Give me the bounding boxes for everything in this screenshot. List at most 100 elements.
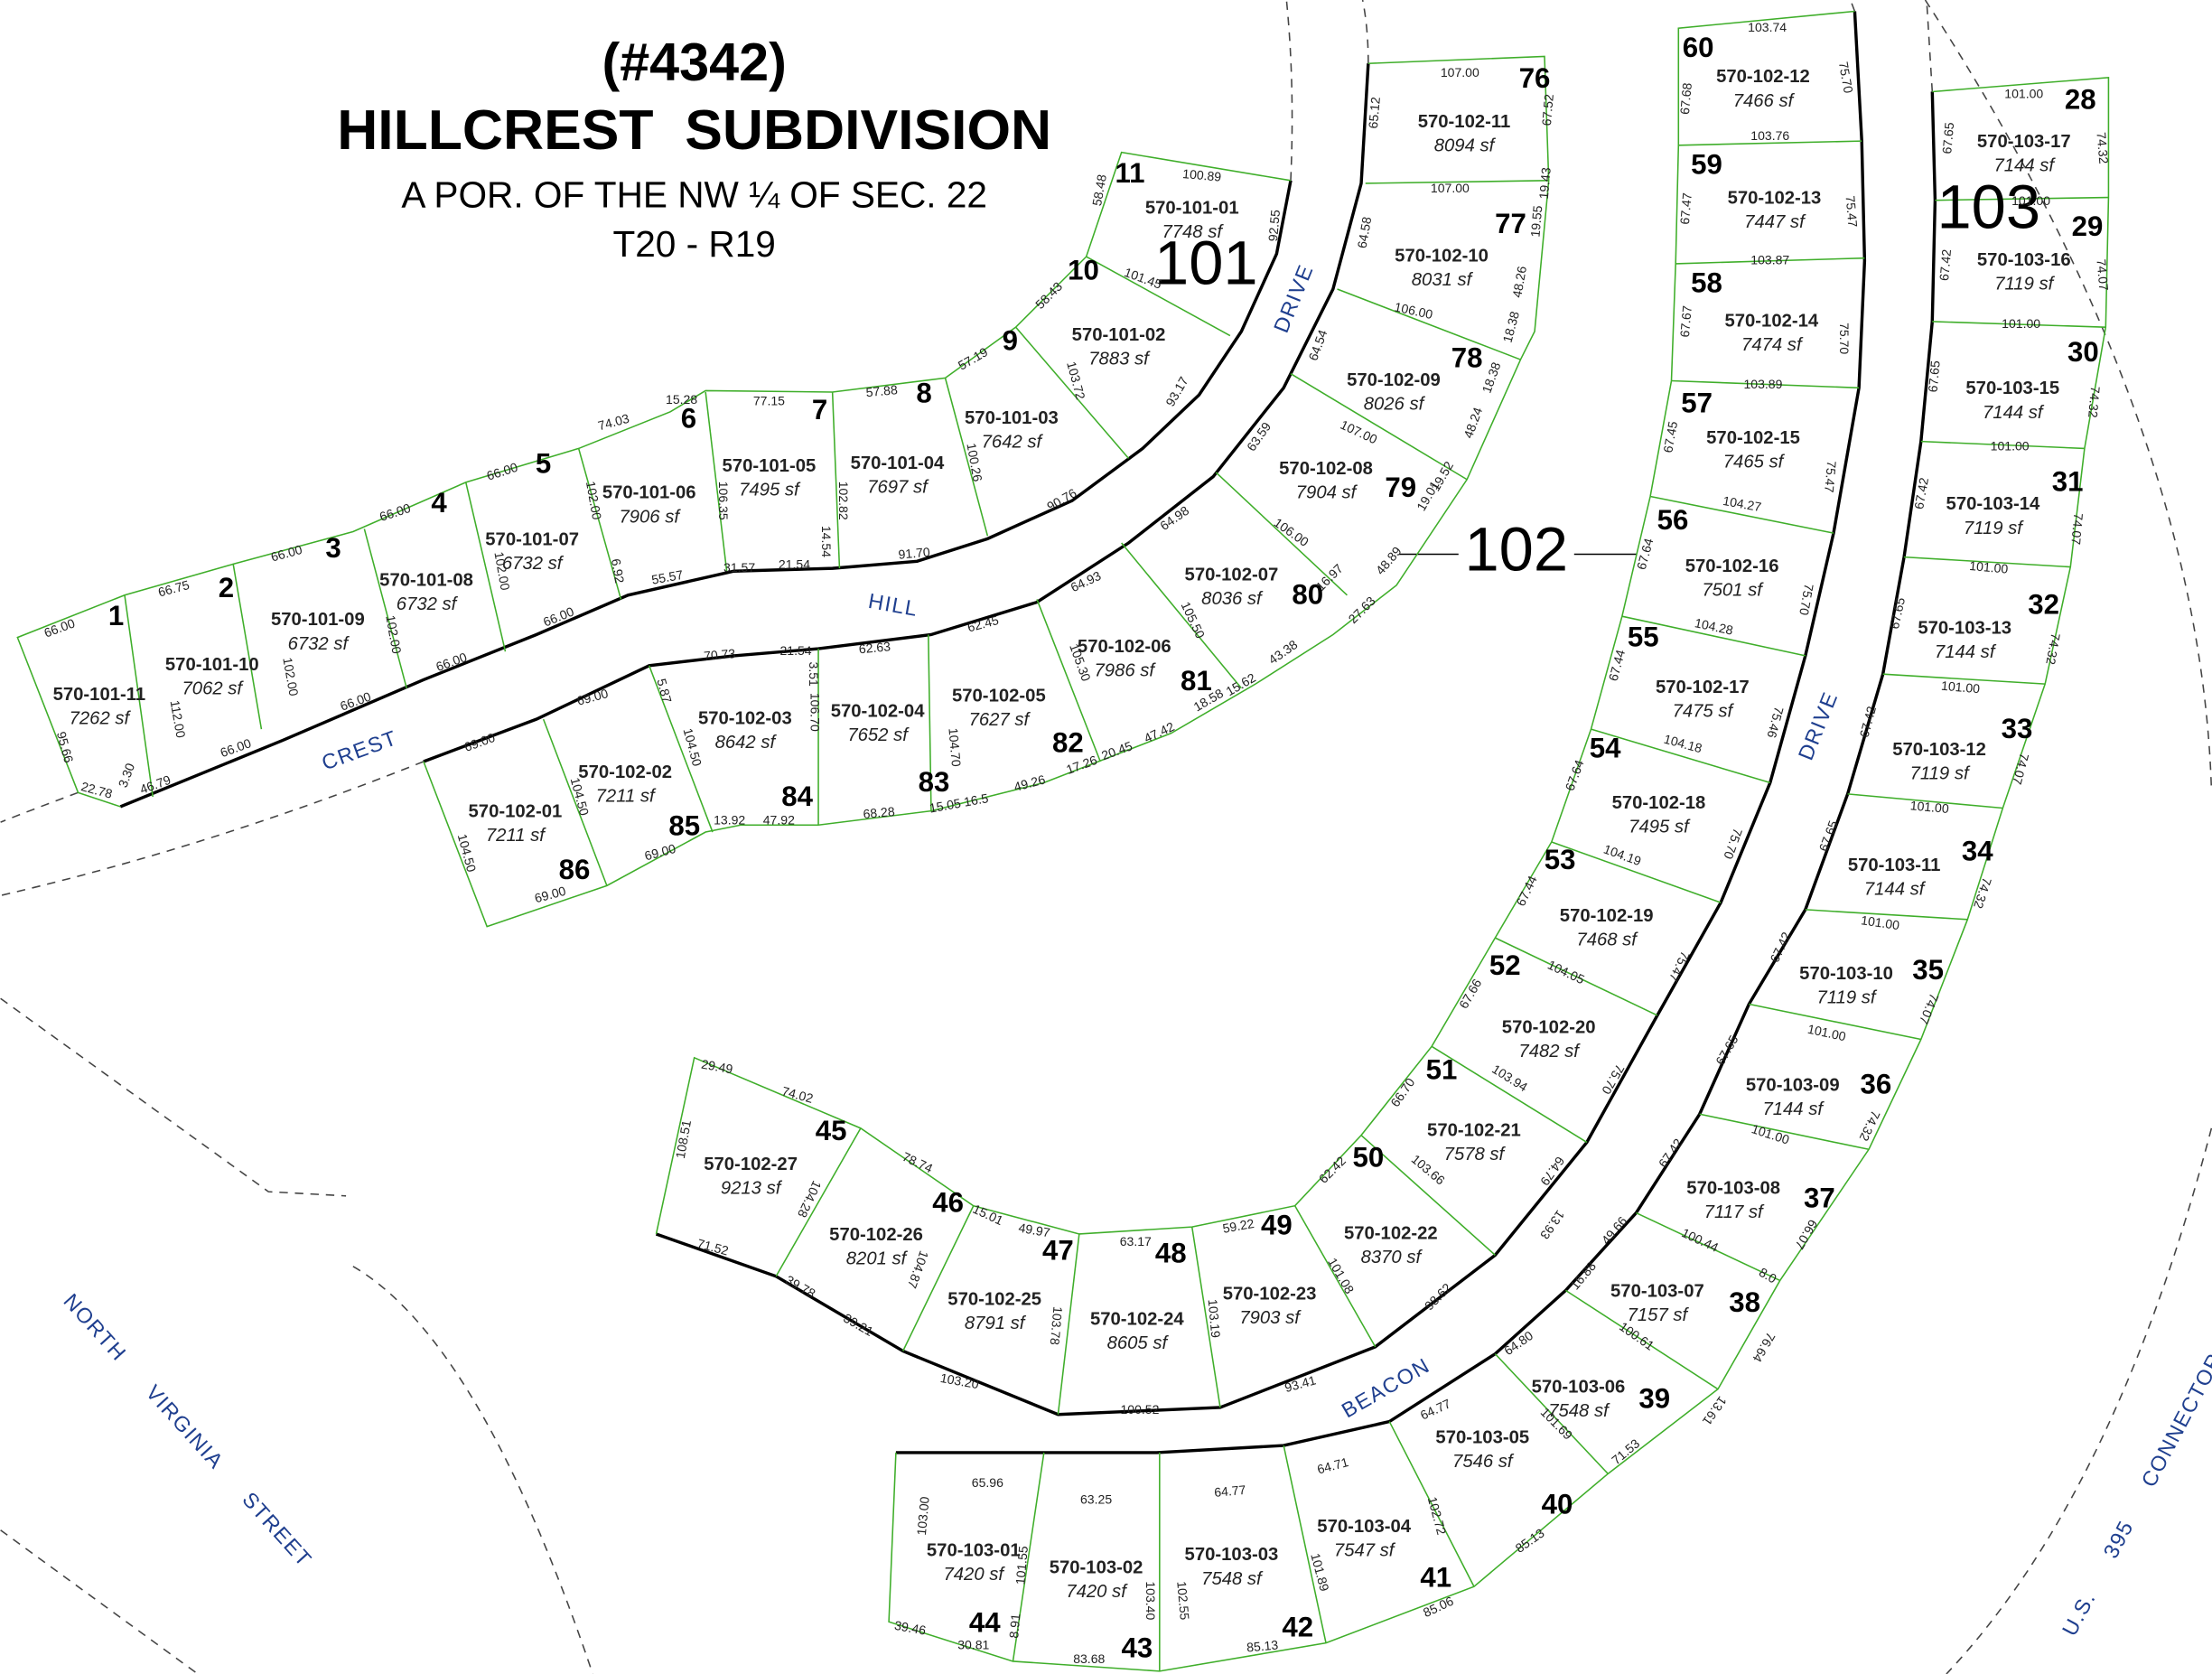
street-name: CREST bbox=[319, 725, 401, 774]
dimension-label: 5.87 bbox=[654, 677, 675, 705]
lot-number: 78 bbox=[1451, 341, 1483, 373]
lot-area: 7465 sf bbox=[1723, 452, 1786, 472]
dimension-label: 91.70 bbox=[898, 545, 931, 562]
dimension-label: 102.72 bbox=[1425, 1495, 1450, 1537]
lot-area: 7482 sf bbox=[1518, 1042, 1581, 1061]
street-name: HILL bbox=[866, 589, 919, 621]
dimension-label: 95.66 bbox=[54, 730, 77, 764]
lot-number: 41 bbox=[1420, 1562, 1451, 1594]
dimension-label: 15.62 bbox=[1224, 670, 1259, 699]
dimension-label: 67.66 bbox=[1456, 977, 1485, 1012]
dimension-label: 39.21 bbox=[841, 1311, 876, 1340]
dimension-label: 112.00 bbox=[168, 699, 189, 739]
dimension-label: 101.00 bbox=[2002, 316, 2040, 331]
dimension-label: 67.67 bbox=[1677, 304, 1694, 338]
lot-number: 30 bbox=[2067, 336, 2099, 368]
parcel-number: 570-103-15 bbox=[1965, 379, 2059, 398]
dimension-label: 103.00 bbox=[914, 1496, 932, 1536]
lot-number: 57 bbox=[1681, 387, 1713, 418]
parcel-number: 570-102-04 bbox=[831, 702, 925, 722]
dimension-label: 67.65 bbox=[1713, 1033, 1741, 1068]
lot-area: 7119 sf bbox=[1817, 988, 1878, 1008]
dimension-label: 76.64 bbox=[1750, 1330, 1778, 1365]
lot-number: 8 bbox=[916, 377, 931, 408]
dimension-label: 100.89 bbox=[1182, 166, 1222, 184]
dimension-label: 31.57 bbox=[723, 560, 755, 575]
dimension-label: 66.00 bbox=[378, 500, 413, 524]
parcel-number: 570-103-10 bbox=[1799, 964, 1893, 984]
dimension-label: 101.00 bbox=[1991, 439, 2030, 454]
lot-area: 9213 sf bbox=[721, 1178, 783, 1198]
dimension-label: 104.05 bbox=[1545, 958, 1587, 987]
lot-number: 32 bbox=[2028, 589, 2059, 621]
dimension-label: 67.65 bbox=[1816, 818, 1841, 854]
dimension-label: 66.00 bbox=[485, 460, 520, 483]
dimension-label: 104.28 bbox=[1694, 615, 1734, 638]
lot-area: 7652 sf bbox=[847, 725, 910, 745]
dimension-label: 103.76 bbox=[1750, 128, 1789, 143]
dimension-label: 69.00 bbox=[533, 884, 567, 906]
lot-area: 7119 sf bbox=[1994, 275, 2055, 295]
dimension-label: 101.00 bbox=[1750, 1121, 1791, 1147]
lot-area: 7262 sf bbox=[70, 709, 132, 729]
dimension-label: 69.00 bbox=[462, 730, 498, 754]
dimension-label: 47.42 bbox=[1142, 719, 1177, 745]
dimension-label: 106.70 bbox=[808, 693, 823, 732]
lot-number: 43 bbox=[1121, 1632, 1153, 1664]
dimension-label: 90.76 bbox=[1044, 485, 1079, 514]
dimension-label: 8.91 bbox=[1006, 1613, 1022, 1639]
parcel-number: 570-102-06 bbox=[1078, 637, 1171, 657]
dimension-label: 106.00 bbox=[1272, 515, 1311, 549]
plat-title: HILLCREST SUBDIVISION bbox=[337, 98, 1051, 162]
lot-area: 7468 sf bbox=[1576, 931, 1638, 950]
plat-id: (#4342) bbox=[602, 32, 786, 92]
lot-area: 7119 sf bbox=[1964, 519, 2024, 538]
dimension-label: 101.00 bbox=[2011, 193, 2050, 208]
lot-number: 11 bbox=[1115, 157, 1145, 189]
lot-area: 8036 sf bbox=[1201, 589, 1264, 609]
linework bbox=[1, 0, 2212, 1674]
dimension-label: 67.68 bbox=[1677, 82, 1694, 116]
lot-area: 7211 sf bbox=[486, 826, 546, 846]
dimension-label: 103.40 bbox=[1143, 1581, 1158, 1620]
dimension-label: 16.5 bbox=[963, 790, 990, 809]
dimension-label: 67.44 bbox=[1606, 648, 1629, 682]
dimension-label: 67.42 bbox=[1857, 705, 1880, 739]
dimension-label: 100.44 bbox=[1679, 1225, 1721, 1255]
dimension-label: 103.94 bbox=[1489, 1061, 1530, 1094]
dimension-label: 104.87 bbox=[905, 1249, 932, 1291]
parcel-number: 570-103-16 bbox=[1977, 250, 2071, 270]
dimension-label: 83.68 bbox=[1073, 1651, 1105, 1666]
right-of-way bbox=[1851, 0, 1855, 11]
dimension-label: 104.50 bbox=[681, 726, 705, 768]
parcel-number: 570-102-12 bbox=[1716, 67, 1810, 87]
street-name: NORTH VIRGINIA STREET bbox=[59, 1289, 316, 1572]
parcel-number: 570-101-09 bbox=[271, 610, 365, 630]
parcel-number: 570-103-13 bbox=[1918, 619, 2011, 639]
dimension-label: 62.63 bbox=[858, 639, 891, 656]
right-of-way bbox=[1, 1530, 199, 1674]
lot-number: 33 bbox=[2002, 713, 2033, 744]
dimension-label: 57.88 bbox=[865, 382, 899, 399]
lot-area: 7144 sf bbox=[1762, 1099, 1825, 1119]
dimension-label: 62.42 bbox=[1316, 1154, 1349, 1186]
dimension-label: 107.00 bbox=[1431, 181, 1470, 195]
dimension-label: 58.43 bbox=[1032, 279, 1065, 312]
lot-number: 86 bbox=[559, 854, 591, 885]
dimension-label: 103.74 bbox=[1748, 20, 1787, 34]
lot-area: 7466 sf bbox=[1733, 91, 1796, 111]
lot-number: 84 bbox=[781, 781, 813, 812]
dimension-label: 101.08 bbox=[1325, 1256, 1357, 1296]
dimension-label: 70.73 bbox=[703, 646, 736, 663]
dimension-label: 75.47 bbox=[1843, 195, 1861, 229]
dimension-label: 3.30 bbox=[116, 761, 137, 789]
dimension-label: 67.64 bbox=[1634, 537, 1657, 571]
lot-number: 46 bbox=[932, 1186, 964, 1218]
dimension-label: 100.52 bbox=[1121, 1402, 1160, 1417]
dimension-label: 66.70 bbox=[1387, 1075, 1417, 1109]
lot-number: 3 bbox=[325, 532, 341, 564]
lot-area: 6732 sf bbox=[502, 554, 565, 574]
dimension-label: 21.54 bbox=[779, 557, 810, 572]
dimension-label: 101.55 bbox=[1013, 1545, 1031, 1585]
plat-subtitle: A POR. OF THE NW ¼ OF SEC. 22 bbox=[401, 173, 987, 215]
